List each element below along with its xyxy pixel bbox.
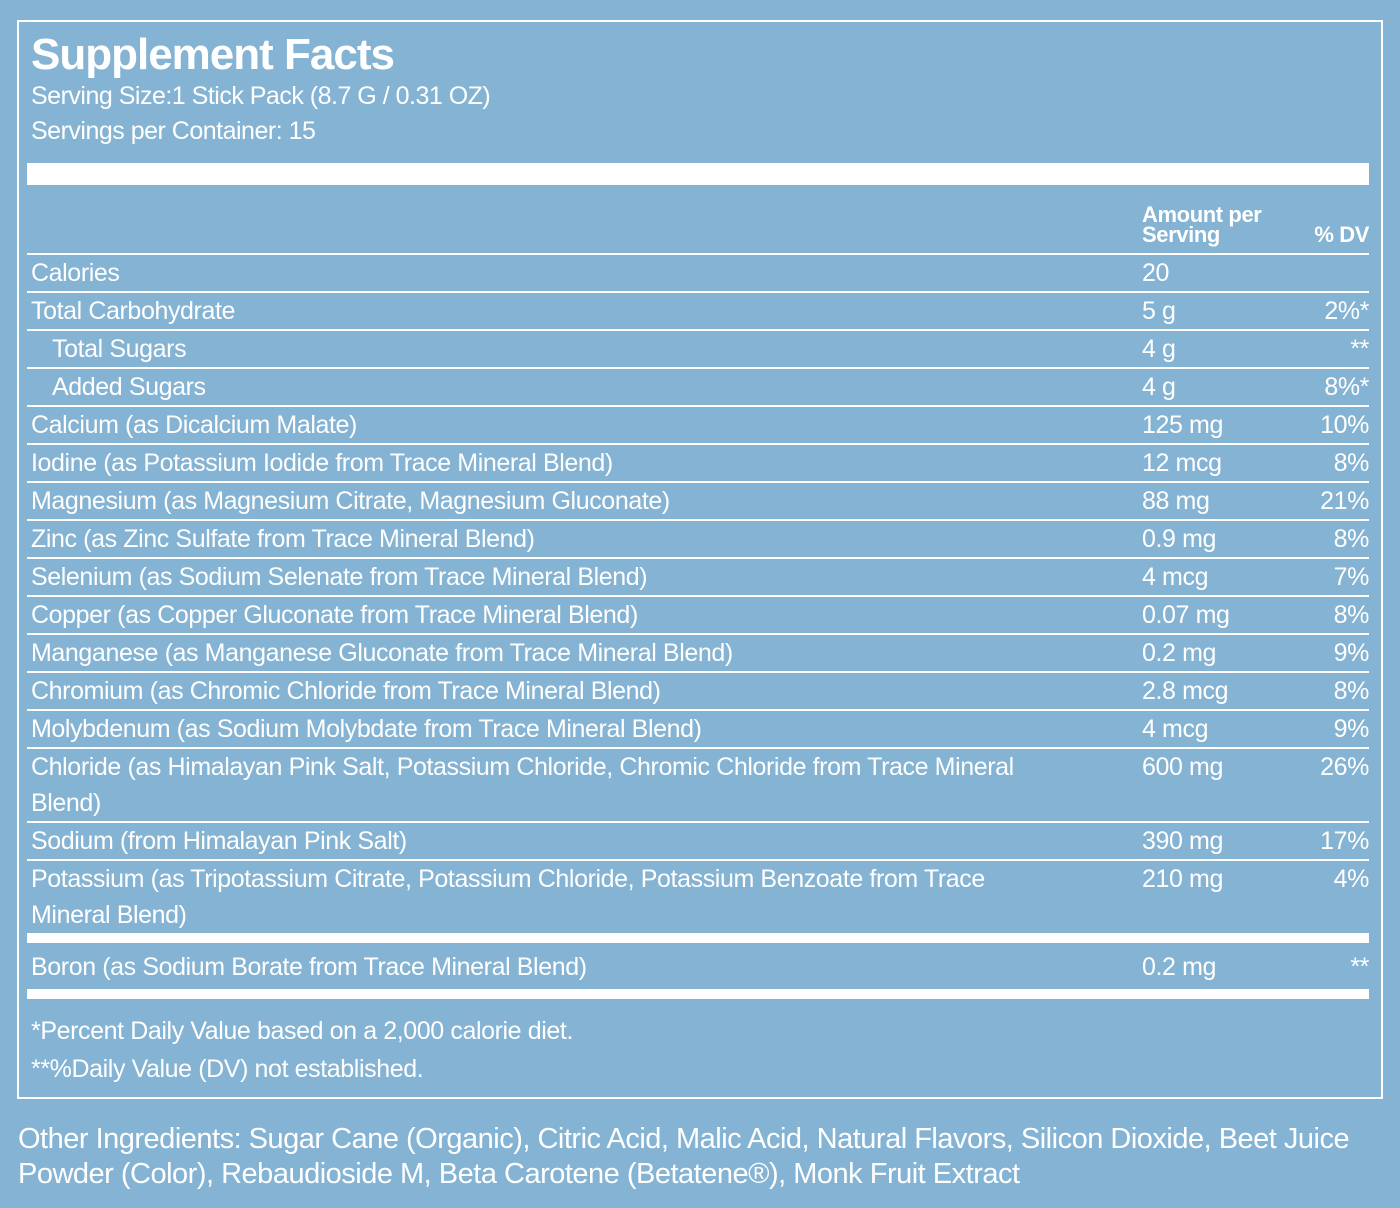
divider [27,163,1369,185]
nutrient-row: Chloride (as Himalayan Pink Salt, Potass… [27,749,1369,823]
nutrient-row: Calcium (as Dicalcium Malate) 125 mg 10% [27,407,1369,445]
nutrient-name: Zinc (as Zinc Sulfate from Trace Mineral… [31,525,535,553]
nutrient-name: Calories [31,259,120,287]
serving-size: Serving Size:1 Stick Pack (8.7 G / 0.31 … [31,82,491,110]
nutrient-row: Added Sugars 4 g 8%* [27,369,1369,407]
rows: Boron (as Sodium Borate from Trace Miner… [27,943,1369,989]
amount: 4 mcg [1142,715,1209,743]
nutrient-name: Chromium (as Chromic Chloride from Trace… [31,677,661,705]
amount: 390 mg [1142,827,1223,855]
daily-value: 17% [1320,827,1369,855]
title: Supplement Facts [31,30,395,79]
nutrient-row: Total Sugars 4 g ** [27,331,1369,369]
daily-value: 10% [1320,411,1369,439]
nutrient-row: Zinc (as Zinc Sulfate from Trace Mineral… [27,521,1369,559]
servings-per-container: Servings per Container: 15 [31,117,316,145]
amount: 0.07 mg [1142,601,1230,629]
nutrient-name: Copper (as Copper Gluconate from Trace M… [31,601,638,629]
amount: 210 mg [1142,865,1223,893]
daily-value: 8%* [1324,373,1369,401]
daily-value: ** [1350,335,1369,363]
divider [27,933,1369,943]
nutrient-row: Chromium (as Chromic Chloride from Trace… [27,673,1369,711]
nutrient-row: Boron (as Sodium Borate from Trace Miner… [27,949,1369,985]
footnote: **%Daily Value (DV) not established. [31,1055,424,1083]
nutrient-name: Total Carbohydrate [31,297,236,325]
nutrient-row: Manganese (as Manganese Gluconate from T… [27,635,1369,673]
amount: 0.2 mg [1142,639,1217,667]
amount: 5 g [1142,297,1176,325]
daily-value: 9% [1333,639,1370,667]
amount: 4 mcg [1142,563,1209,591]
amount: 600 mg [1142,753,1223,781]
facts-panel: Supplement Facts Serving Size:1 Stick Pa… [17,20,1383,1099]
footnote: *Percent Daily Value based on a 2,000 ca… [31,1017,573,1045]
nutrient-name: Sodium (from Himalayan Pink Salt) [31,827,407,855]
amount: 4 g [1142,373,1176,401]
amount: 4 g [1142,335,1176,363]
nutrient-row: Magnesium (as Magnesium Citrate, Magnesi… [27,483,1369,521]
daily-value: 7% [1333,563,1370,591]
nutrient-name: Manganese (as Manganese Gluconate from T… [31,639,733,667]
daily-value: 9% [1333,715,1370,743]
daily-value: 2%* [1324,297,1369,325]
daily-value: 4% [1333,865,1370,893]
nutrient-row: Copper (as Copper Gluconate from Trace M… [27,597,1369,635]
nutrient-name: Total Sugars [52,335,187,363]
divider [27,989,1369,999]
nutrient-name: Magnesium (as Magnesium Citrate, Magnesi… [31,487,670,515]
amount: 2.8 mcg [1142,677,1229,705]
column-header: % DV [1314,222,1369,247]
amount: 0.9 mg [1142,525,1217,553]
daily-value: 21% [1320,487,1369,515]
nutrient-name: Selenium (as Sodium Selenate from Trace … [31,563,648,591]
daily-value: 8% [1333,449,1370,477]
daily-value: 8% [1333,601,1370,629]
daily-value: 8% [1333,525,1370,553]
amount: 20 [1142,259,1170,287]
daily-value: 8% [1333,677,1370,705]
nutrient-row: Molybdenum (as Sodium Molybdate from Tra… [27,711,1369,749]
nutrient-name: Molybdenum (as Sodium Molybdate from Tra… [31,715,702,743]
nutrient-row: Total Carbohydrate 5 g 2%* [27,293,1369,331]
nutrient-name: Boron (as Sodium Borate from Trace Miner… [31,953,587,981]
nutrient-name: Potassium (as Tripotassium Citrate, Pota… [31,865,985,929]
other-ingredients: Other Ingredients: Sugar Cane (Organic),… [18,1123,1350,1190]
nutrient-row: Sodium (from Himalayan Pink Salt) 390 mg 1… [27,823,1369,861]
facts-table: Amount per Serving % DV Calories 20 Total … [27,187,1369,999]
amount: 88 mg [1142,487,1210,515]
nutrient-name: Iodine (as Potassium Iodide from Trace M… [31,449,613,477]
nutrient-row: Calories 20 [27,255,1369,293]
nutrient-row: Potassium (as Tripotassium Citrate, Pota… [27,861,1369,933]
rows: Calories 20 Total Carbohydrate 5 g 2%* Total … [27,255,1369,933]
daily-value: ** [1350,953,1369,981]
nutrient-name: Calcium (as Dicalcium Malate) [31,411,357,439]
nutrient-row: Iodine (as Potassium Iodide from Trace M… [27,445,1369,483]
amount: 125 mg [1142,411,1223,439]
header-row: Amount per Serving % DV [27,187,1369,255]
nutrient-name: Added Sugars [52,373,206,401]
nutrient-row: Selenium (as Sodium Selenate from Trace … [27,559,1369,597]
daily-value: 26% [1320,753,1369,781]
column-header: Amount per Serving [1142,202,1262,247]
nutrient-name: Chloride (as Himalayan Pink Salt, Potass… [31,753,1014,817]
amount: 0.2 mg [1142,953,1217,981]
amount: 12 mcg [1142,449,1222,477]
